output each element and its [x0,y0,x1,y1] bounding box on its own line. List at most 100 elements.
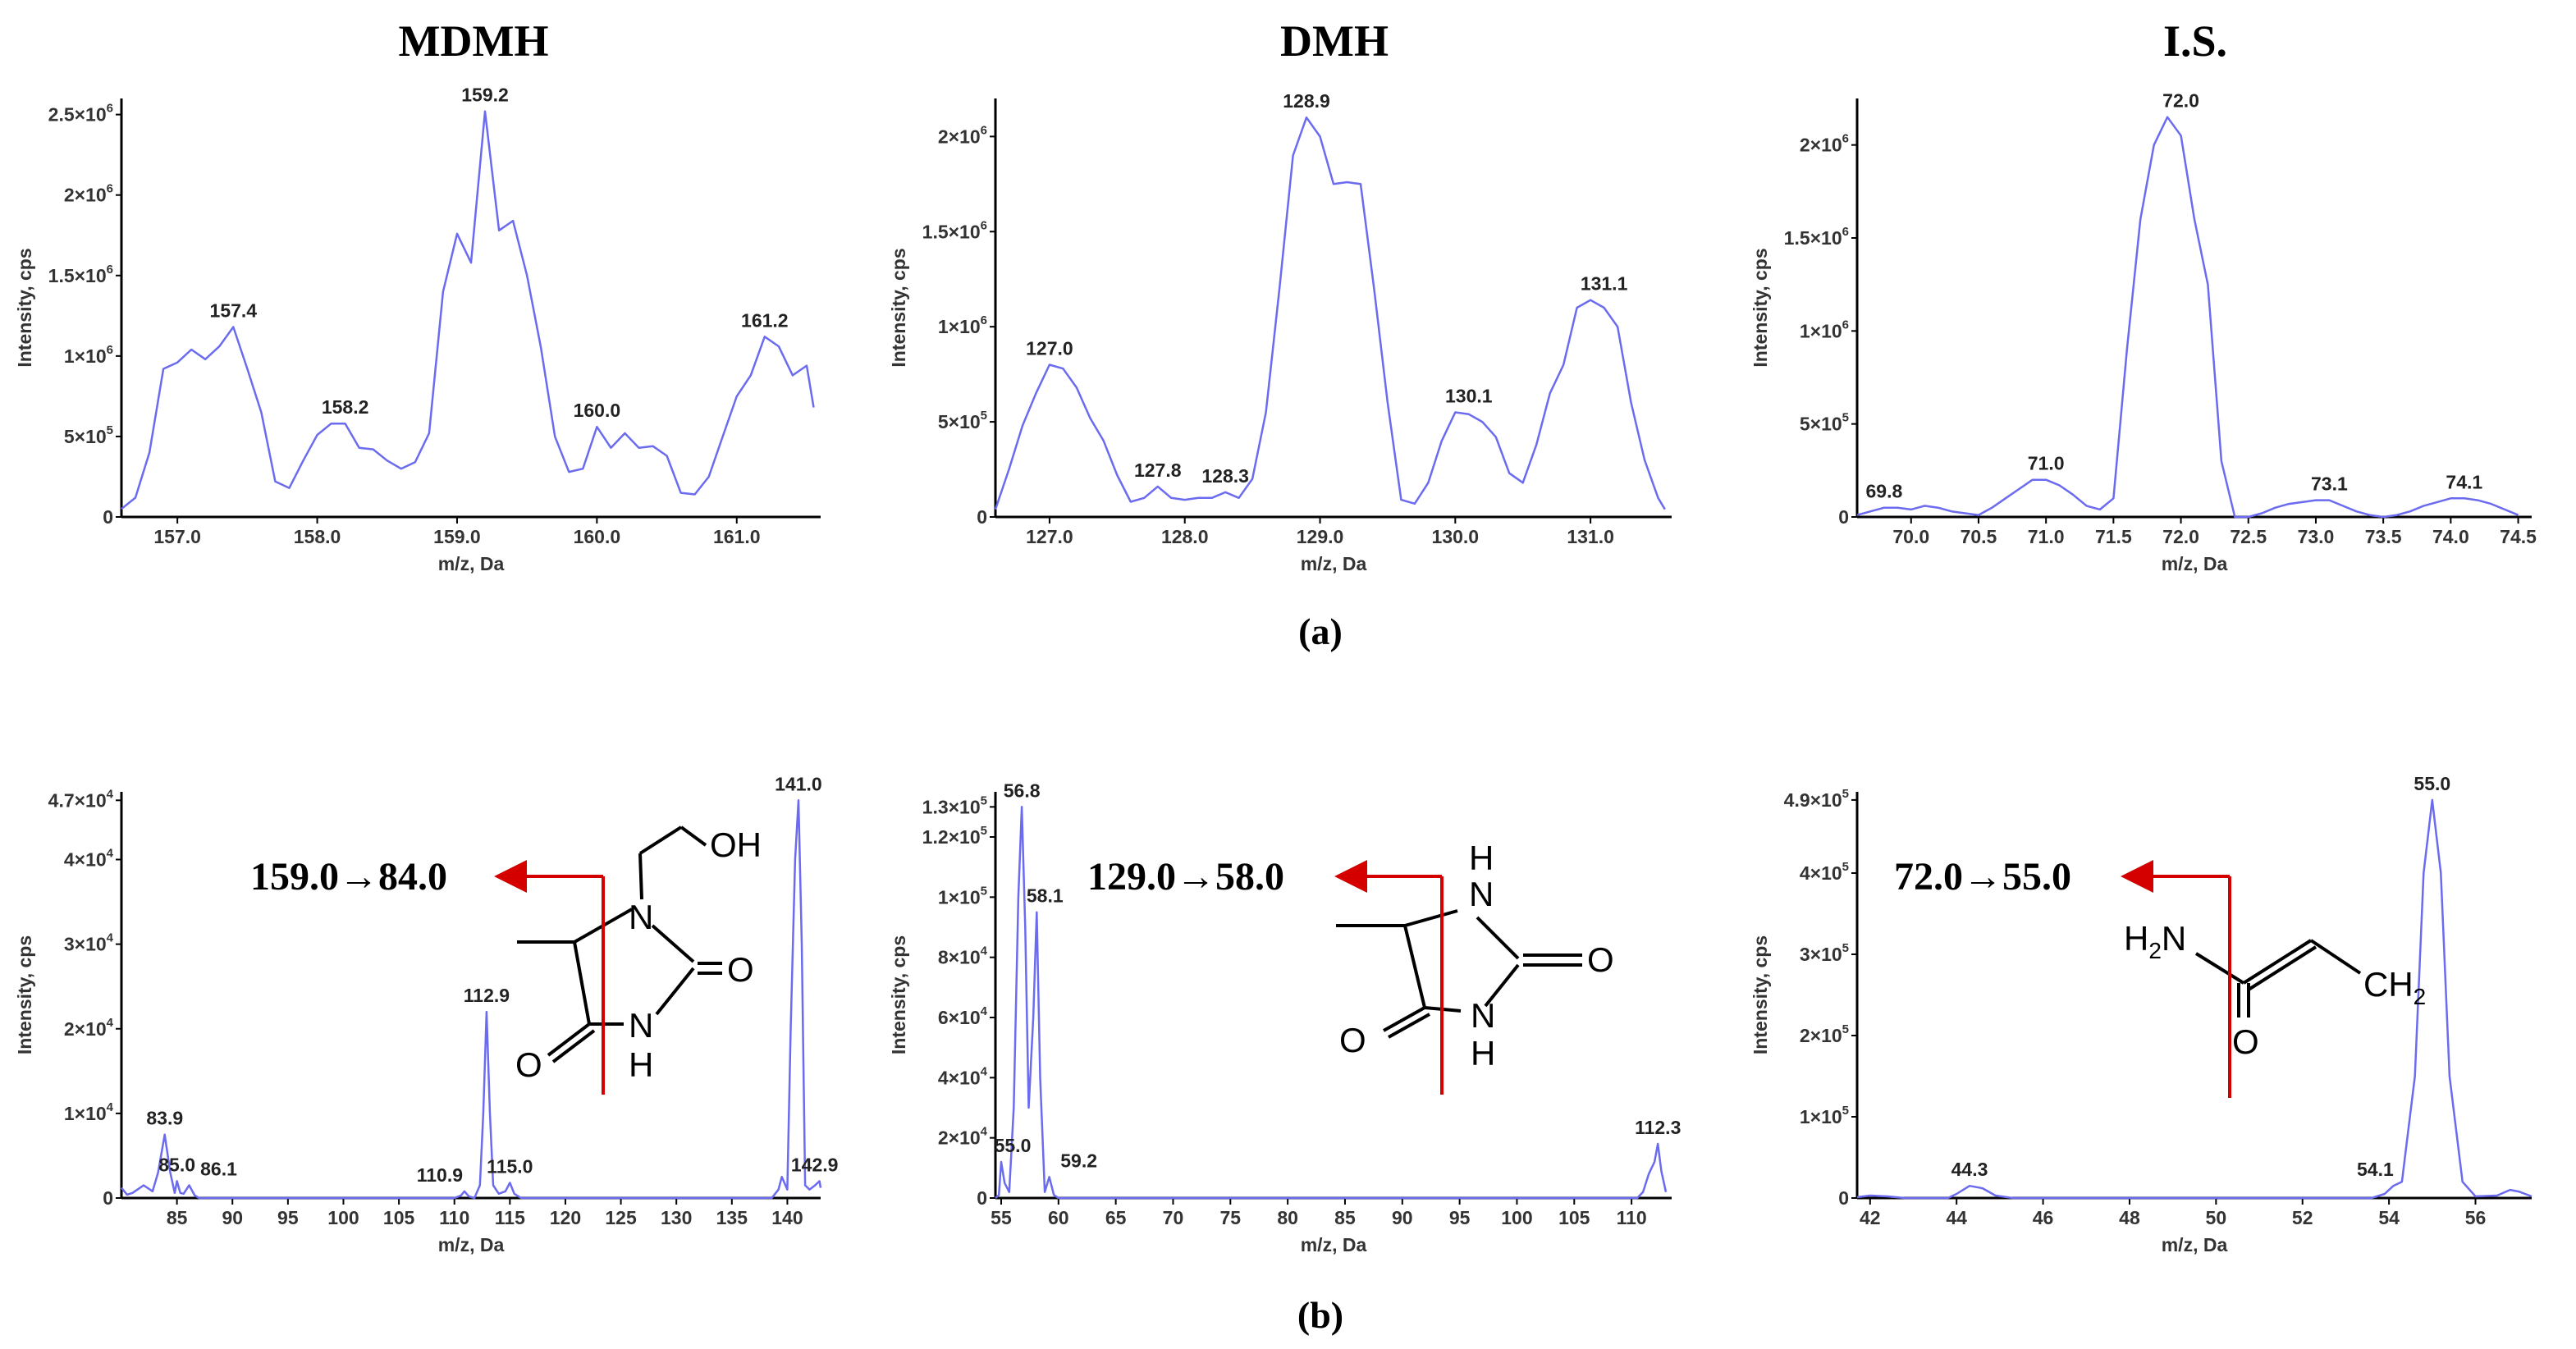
peak-label: 74.1 [2446,471,2482,492]
y-tick-mantissa: 5×10 [64,426,107,447]
y-tick-label: 2×106 [64,182,113,206]
y-tick-exponent: 4 [107,1016,114,1030]
x-tick-label: 130 [661,1207,692,1228]
y-tick-exponent: 4 [107,787,114,801]
y-tick-label: 1.5×106 [1784,225,1849,249]
peak-label: 58.1 [1027,885,1064,907]
x-tick-label: 131.0 [1567,526,1614,547]
y-tick-label: 1×105 [938,884,987,908]
y-tick-label: 5×105 [938,409,987,432]
y-tick-mantissa: 1×10 [1800,1106,1842,1127]
peak-label: 55.0 [2414,773,2450,794]
y-tick-exponent: 5 [981,824,987,838]
mdmh-n1-label: N [629,898,653,936]
y-axis-title: Intensity, cps [888,935,909,1054]
mdmh-n2-label: N [629,1006,653,1045]
y-tick-mantissa: 4×10 [938,1067,981,1088]
dmh-n2-label: N [1471,996,1495,1035]
x-tick-label: 85 [1334,1207,1356,1228]
y-tick-mantissa: 1.5×10 [48,265,107,286]
x-tick-label: 80 [1277,1207,1298,1228]
y-tick-label: 6×104 [938,1004,988,1028]
y-tick-label: 1.5×106 [48,263,113,286]
mdmh-fragment-arrow [494,860,605,1095]
dmh-h1-label: H [1469,839,1494,877]
spectrum-trace [1856,798,2533,1200]
y-tick-mantissa: 3×10 [64,934,107,955]
x-tick-label: 127.0 [1026,526,1073,547]
peak-label: 112.3 [1635,1117,1681,1138]
y-tick-exponent: 6 [981,313,987,327]
y-tick-label: 1.2×105 [922,824,987,848]
y-tick-exponent: 4 [981,1125,988,1139]
x-axis-title: m/z, Da [1301,1234,1367,1255]
y-tick-mantissa: 1×10 [1800,320,1842,341]
transition-label-dmh: 129.0→58.0 [1087,855,1284,899]
x-tick-label: 74.5 [2500,526,2537,547]
y-tick-exponent: 4 [981,1004,988,1018]
y-tick-label: 1×106 [938,313,987,337]
spectrum-chart-mdmh-product-ion: 85 90 95 100 105 110 115 120 125 130 135 14001×1042… [14,773,838,1255]
x-axis-title: m/z, Da [2162,553,2228,574]
y-axis-title: Intensity, cps [14,935,35,1054]
x-tick-label: 105 [383,1207,415,1228]
x-tick-label: 72.5 [2230,526,2267,547]
y-tick-mantissa: 4.9×10 [1784,789,1842,811]
y-tick-exponent: 5 [1842,411,1849,425]
y-tick-exponent: 4 [981,944,988,958]
y-tick-mantissa: 1×10 [938,886,981,908]
peak-label: 73.1 [2311,473,2348,495]
peak-label: 128.9 [1283,90,1330,112]
x-tick-label: 90 [1392,1207,1413,1228]
y-tick-label: 3×105 [1800,941,1849,965]
x-tick-label: 50 [2206,1207,2227,1228]
x-tick-label: 140 [771,1207,803,1228]
x-tick-label: 110 [439,1207,469,1228]
y-tick-label: 1.5×106 [922,218,987,242]
y-tick-exponent: 4 [107,1100,114,1114]
y-tick-label: 0 [977,1187,987,1209]
x-tick-label: 105 [1558,1207,1590,1228]
spectrum-trace [995,806,1668,1200]
mdmh-o2-label: O [727,950,754,989]
y-tick-exponent: 6 [107,102,113,116]
x-tick-label: 71.5 [2095,526,2132,547]
y-tick-label: 2×104 [64,1016,114,1040]
mdmh-o-label: O [515,1045,542,1084]
y-tick-label: 0 [1838,506,1849,528]
y-tick-mantissa: 1.5×10 [922,221,981,242]
y-tick-mantissa: 0 [977,1187,987,1209]
x-tick-label: 71.0 [2028,526,2065,547]
y-tick-exponent: 5 [1842,787,1849,801]
y-tick-mantissa: 0 [103,1187,113,1209]
x-tick-label: 73.5 [2365,526,2402,547]
y-tick-label: 2×105 [1800,1022,1849,1046]
x-tick-label: 65 [1105,1207,1127,1228]
y-tick-label: 4×104 [64,847,114,871]
x-tick-label: 161.0 [713,526,761,547]
x-tick-label: 125 [605,1207,637,1228]
y-tick-mantissa: 2×10 [64,1018,107,1040]
y-tick-mantissa: 4×10 [64,849,107,871]
x-tick-label: 135 [716,1207,748,1228]
y-tick-label: 2×106 [938,123,987,147]
y-axis-title: Intensity, cps [14,248,35,367]
y-tick-exponent: 6 [1842,225,1849,239]
spectrum-trace [994,116,1666,510]
peak-label: 69.8 [1865,481,1902,502]
dmh-n1-label: N [1469,875,1494,913]
mdmh-structure [517,825,722,1063]
x-tick-label: 42 [1860,1207,1881,1228]
x-tick-label: 85 [167,1207,188,1228]
y-tick-label: 4×104 [938,1064,988,1088]
y-axis-title: Intensity, cps [1750,935,1771,1054]
y-tick-label: 1×106 [64,343,113,367]
transition-label-mdmh: 159.0→84.0 [250,855,447,899]
y-tick-mantissa: 2.5×10 [48,104,107,126]
peak-label: 112.9 [464,985,510,1006]
peak-label: 157.4 [210,300,258,322]
x-tick-label: 55 [991,1207,1012,1228]
dmh-h2-label: H [1471,1034,1495,1072]
x-tick-label: 129.0 [1297,526,1344,547]
y-tick-label: 3×104 [64,931,114,955]
